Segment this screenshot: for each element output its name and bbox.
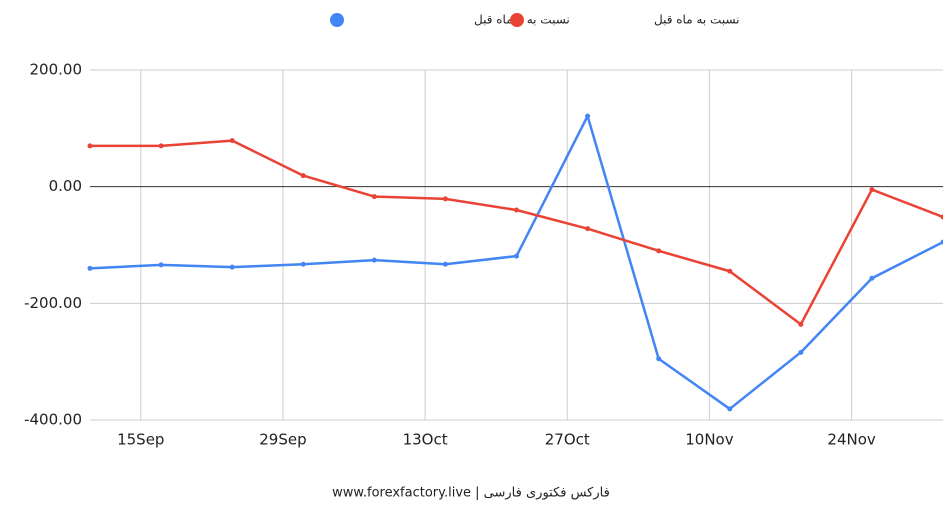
point	[656, 248, 662, 254]
point	[727, 406, 733, 412]
x-tick-label: 15Sep	[117, 431, 164, 449]
point	[869, 187, 875, 193]
x-tick-label: 29Sep	[259, 431, 306, 449]
point	[585, 113, 591, 119]
x-tick-label: 24Nov	[827, 431, 875, 449]
point	[229, 138, 235, 144]
point	[300, 173, 306, 179]
y-tick-label: -400.00	[24, 411, 82, 429]
point	[371, 194, 377, 200]
point	[798, 321, 804, 327]
point	[869, 275, 875, 281]
point	[87, 265, 93, 271]
point	[656, 356, 662, 362]
point	[727, 268, 733, 274]
y-tick-label: 200.00	[30, 61, 83, 79]
grid	[90, 69, 943, 421]
footer: www.forexfactory.live | فارکس فکتوری فار…	[332, 486, 610, 501]
x-tick-label: 13Oct	[403, 431, 448, 449]
point	[798, 349, 804, 355]
point	[229, 264, 235, 270]
point	[158, 143, 164, 149]
point	[585, 226, 591, 232]
x-tick-label: 10Nov	[685, 431, 733, 449]
point	[940, 214, 943, 220]
y-tick-label: 0.00	[49, 177, 82, 195]
point	[87, 143, 93, 149]
line	[89, 114, 943, 411]
line	[90, 139, 943, 326]
legend-marker	[330, 13, 344, 27]
legend-marker	[510, 13, 524, 27]
point	[442, 261, 448, 267]
legend-label: نسبت به ماه قبل	[654, 13, 739, 27]
point	[442, 196, 448, 202]
point	[940, 239, 943, 245]
point	[300, 261, 306, 267]
point	[371, 257, 377, 263]
y-tick-label: -200.00	[24, 294, 82, 312]
x-tick-label: 27Oct	[545, 431, 590, 449]
point	[514, 207, 519, 213]
point	[514, 253, 519, 259]
point	[158, 262, 164, 268]
